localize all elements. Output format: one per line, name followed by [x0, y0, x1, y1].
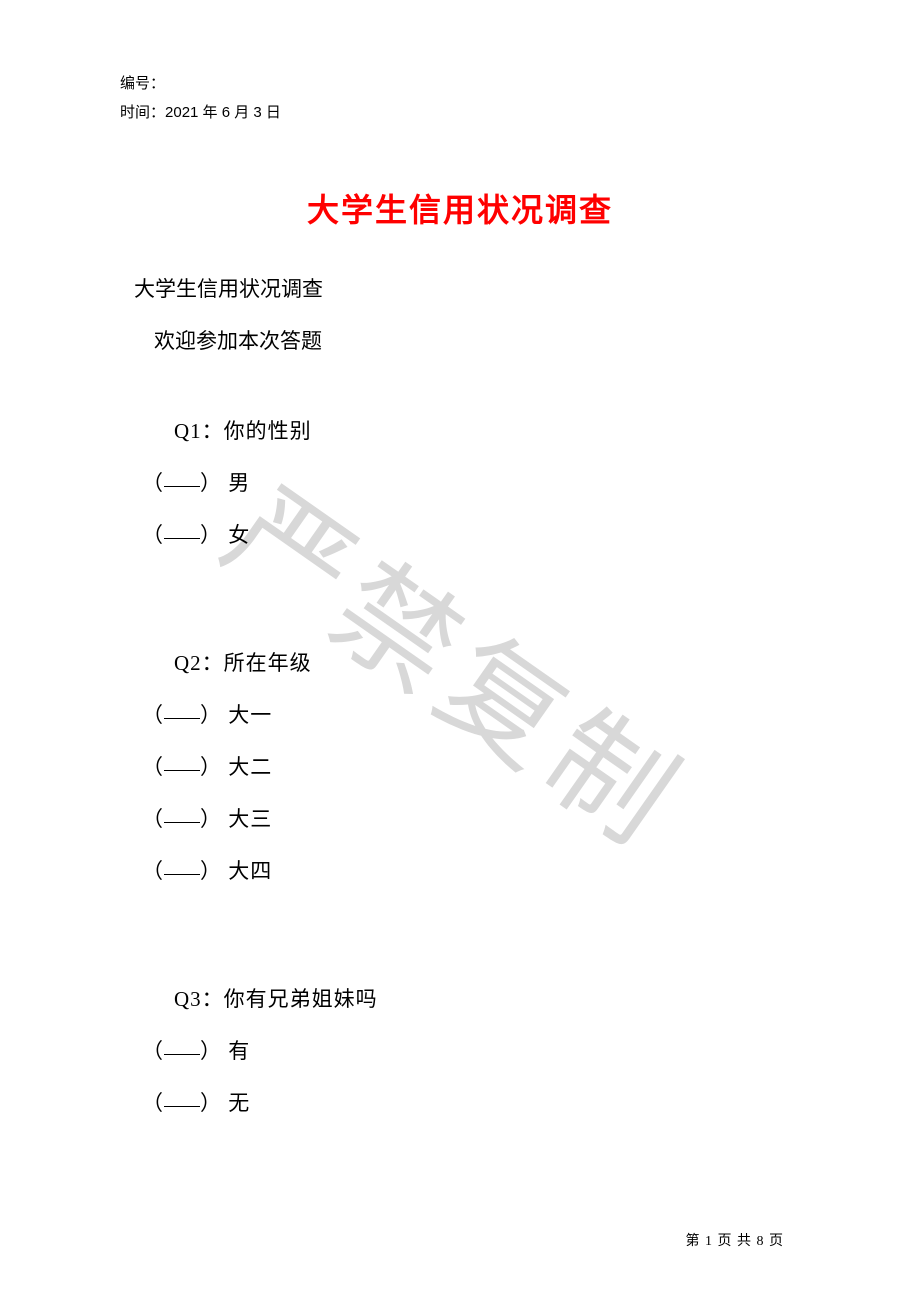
question-block-2: Q2：所在年级 （） 大一 （） 大二 （） 大三 （） 大四	[120, 647, 800, 885]
question-2-option-3[interactable]: （） 大三	[142, 803, 800, 833]
question-1-option-2[interactable]: （） 女	[142, 519, 800, 549]
blank-icon	[164, 1106, 200, 1107]
question-2-option-2[interactable]: （） 大二	[142, 751, 800, 781]
blank-icon	[164, 874, 200, 875]
page-container: 编号： 时间：2021 年 6 月 3 日 大学生信用状况调查 大学生信用状况调…	[0, 0, 920, 1302]
blank-icon	[164, 822, 200, 823]
option-text: 无	[228, 1091, 250, 1115]
option-text: 大三	[228, 807, 272, 831]
blank-icon	[164, 1054, 200, 1055]
page-total: 8	[757, 1234, 765, 1249]
blank-icon	[164, 486, 200, 487]
question-2-option-4[interactable]: （） 大四	[142, 855, 800, 885]
question-1-label: Q1：你的性别	[174, 415, 800, 445]
option-text: 大一	[228, 703, 272, 727]
date-label: 时间：	[120, 104, 165, 121]
header-info: 编号： 时间：2021 年 6 月 3 日	[120, 70, 800, 127]
question-block-1: Q1：你的性别 （） 男 （） 女	[120, 415, 800, 549]
welcome-text: 欢迎参加本次答题	[154, 325, 800, 355]
question-2-option-1[interactable]: （） 大一	[142, 699, 800, 729]
page-current: 1	[705, 1234, 713, 1249]
question-2-label: Q2：所在年级	[174, 647, 800, 677]
blank-icon	[164, 718, 200, 719]
option-text: 女	[228, 523, 250, 547]
option-text: 有	[228, 1039, 250, 1063]
subtitle: 大学生信用状况调查	[134, 273, 800, 307]
date-value: 2021 年 6 月 3 日	[165, 104, 281, 121]
content-container: 编号： 时间：2021 年 6 月 3 日 大学生信用状况调查 大学生信用状况调…	[120, 70, 800, 1117]
page-footer: 第 1 页 共 8 页	[686, 1230, 785, 1250]
blank-icon	[164, 770, 200, 771]
question-3-option-2[interactable]: （） 无	[142, 1087, 800, 1117]
question-1-option-1[interactable]: （） 男	[142, 467, 800, 497]
footer-suffix: 页	[765, 1234, 785, 1249]
option-text: 男	[228, 471, 250, 495]
footer-middle: 页 共	[713, 1234, 757, 1249]
option-text: 大二	[228, 755, 272, 779]
page-title: 大学生信用状况调查	[120, 185, 800, 231]
serial-label: 编号：	[120, 70, 800, 99]
blank-icon	[164, 538, 200, 539]
question-3-label: Q3：你有兄弟姐妹吗	[174, 983, 800, 1013]
option-text: 大四	[228, 859, 272, 883]
date-line: 时间：2021 年 6 月 3 日	[120, 99, 800, 128]
question-block-3: Q3：你有兄弟姐妹吗 （） 有 （） 无	[120, 983, 800, 1117]
question-3-option-1[interactable]: （） 有	[142, 1035, 800, 1065]
footer-prefix: 第	[686, 1234, 706, 1249]
